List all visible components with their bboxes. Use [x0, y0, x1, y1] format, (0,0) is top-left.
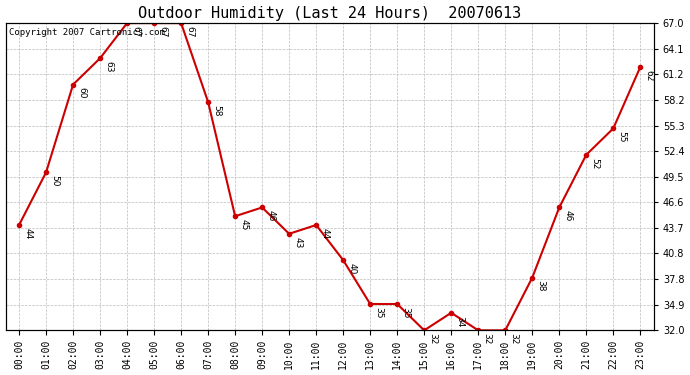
Text: 40: 40 [347, 263, 356, 274]
Text: 50: 50 [50, 175, 59, 187]
Text: 60: 60 [77, 87, 86, 99]
Text: 38: 38 [536, 280, 545, 292]
Text: 32: 32 [482, 333, 491, 345]
Text: 67: 67 [131, 26, 140, 38]
Text: 58: 58 [213, 105, 221, 116]
Text: 52: 52 [591, 158, 600, 169]
Text: 44: 44 [320, 228, 329, 239]
Text: 62: 62 [644, 70, 653, 81]
Text: 44: 44 [23, 228, 32, 239]
Text: 55: 55 [618, 131, 627, 143]
Text: 43: 43 [293, 237, 302, 248]
Text: 46: 46 [564, 210, 573, 222]
Title: Outdoor Humidity (Last 24 Hours)  20070613: Outdoor Humidity (Last 24 Hours) 2007061… [138, 6, 522, 21]
Text: 35: 35 [375, 307, 384, 318]
Text: 63: 63 [104, 61, 113, 72]
Text: 46: 46 [266, 210, 275, 222]
Text: 34: 34 [455, 316, 464, 327]
Text: 67: 67 [158, 26, 167, 38]
Text: 32: 32 [428, 333, 437, 345]
Text: 32: 32 [509, 333, 518, 345]
Text: Copyright 2007 Cartronics.com: Copyright 2007 Cartronics.com [9, 28, 165, 37]
Text: 35: 35 [402, 307, 411, 318]
Text: 45: 45 [239, 219, 248, 230]
Text: 67: 67 [186, 26, 195, 38]
